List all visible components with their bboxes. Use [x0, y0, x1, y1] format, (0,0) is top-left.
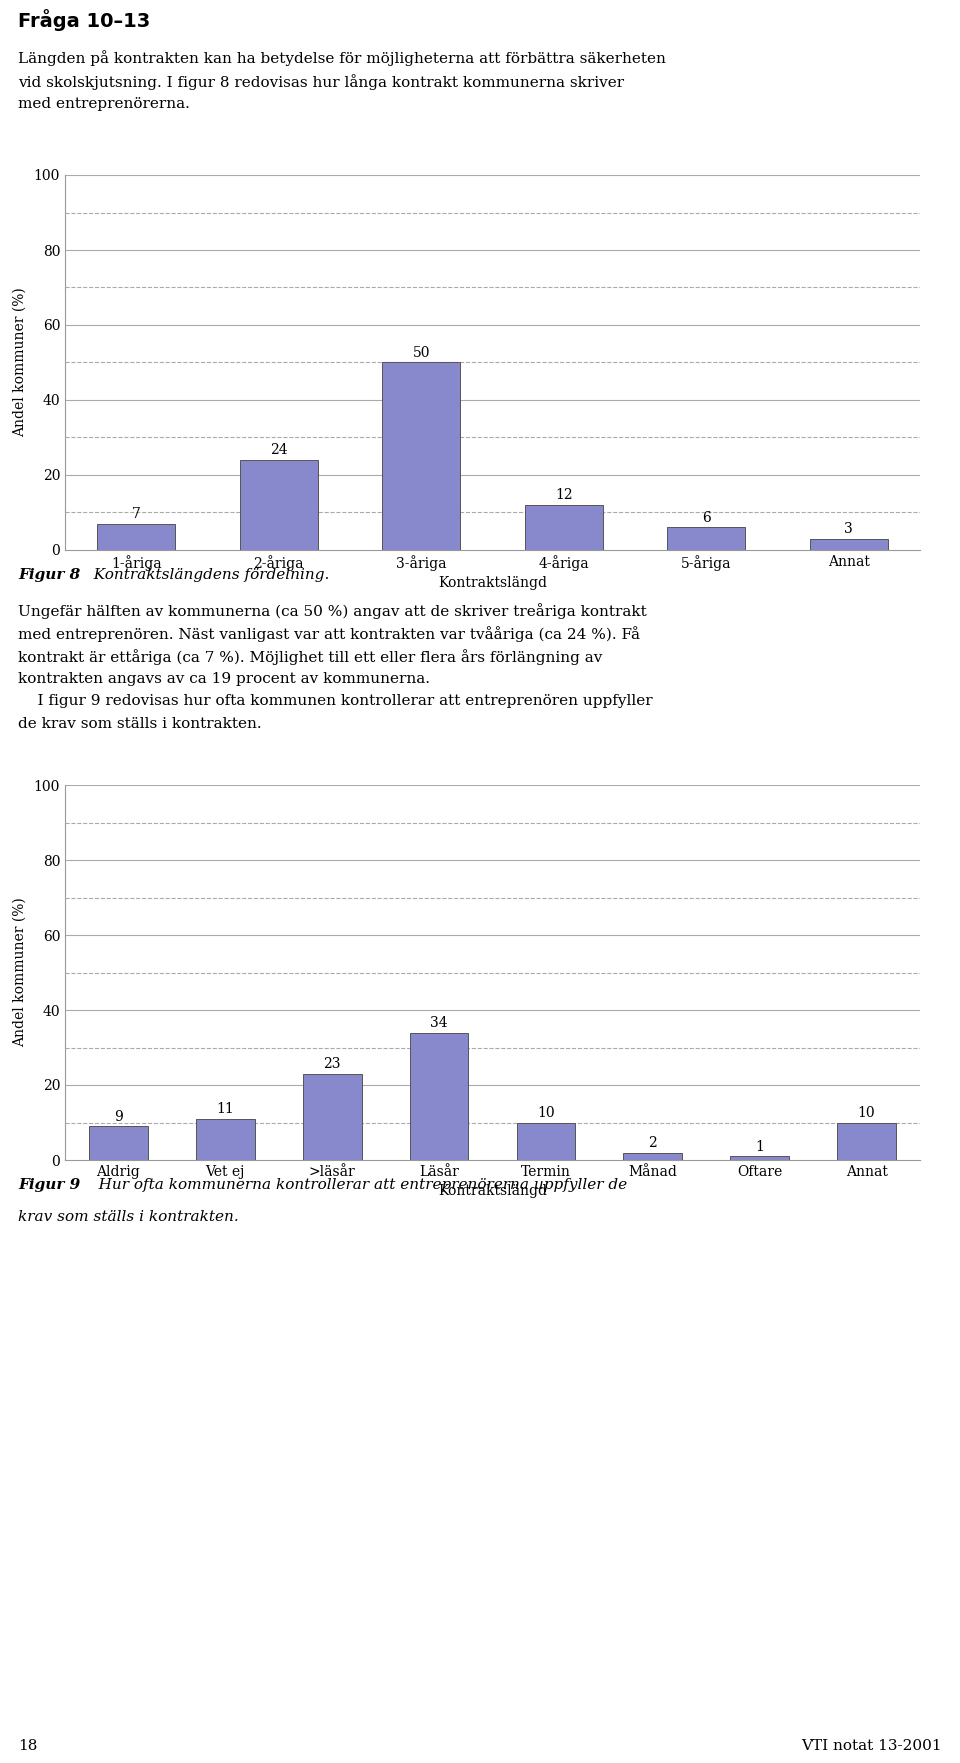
Bar	[240, 460, 318, 550]
Bar	[623, 1153, 683, 1160]
X-axis label: Kontraktslängd: Kontraktslängd	[438, 1185, 547, 1199]
Text: Längden på kontrakten kan ha betydelse för möjligheterna att förbättra säkerhete: Längden på kontrakten kan ha betydelse f…	[18, 49, 666, 65]
Text: 3: 3	[845, 522, 853, 536]
Text: 50: 50	[413, 346, 430, 360]
Text: Ungefär hälften av kommunerna (ca 50 %) angav att de skriver treåriga kontrakt: Ungefär hälften av kommunerna (ca 50 %) …	[18, 603, 647, 619]
Text: 2: 2	[648, 1135, 658, 1149]
Text: 11: 11	[216, 1102, 234, 1116]
Text: I figur 9 redovisas hur ofta kommunen kontrollerar att entreprenören uppfyller: I figur 9 redovisas hur ofta kommunen ko…	[18, 695, 653, 709]
Bar	[516, 1123, 575, 1160]
Text: 10: 10	[538, 1105, 555, 1120]
Text: 10: 10	[857, 1105, 876, 1120]
Text: Figur 8: Figur 8	[18, 568, 81, 582]
Text: 12: 12	[555, 488, 572, 502]
Text: de krav som ställs i kontrakten.: de krav som ställs i kontrakten.	[18, 718, 262, 732]
Bar	[667, 527, 745, 550]
Text: 24: 24	[270, 443, 288, 457]
Text: 9: 9	[114, 1109, 123, 1123]
Bar	[302, 1074, 362, 1160]
Bar	[524, 504, 603, 550]
Text: med entreprenörerna.: med entreprenörerna.	[18, 97, 190, 111]
Text: krav som ställs i kontrakten.: krav som ställs i kontrakten.	[18, 1209, 239, 1224]
Text: 1: 1	[756, 1139, 764, 1153]
Text: 7: 7	[132, 508, 141, 522]
Text: kontrakten angavs av ca 19 procent av kommunerna.: kontrakten angavs av ca 19 procent av ko…	[18, 672, 430, 686]
Text: Fråga 10–13: Fråga 10–13	[18, 9, 151, 32]
Text: Hur ofta kommunerna kontrollerar att entreprenörerna uppfyller de: Hur ofta kommunerna kontrollerar att ent…	[84, 1178, 627, 1192]
Text: 23: 23	[324, 1058, 341, 1072]
Bar	[89, 1127, 148, 1160]
Text: 18: 18	[18, 1738, 37, 1752]
Bar	[97, 524, 176, 550]
Y-axis label: Andel kommuner (%): Andel kommuner (%)	[12, 897, 27, 1047]
Text: med entreprenören. Näst vanligast var att kontrakten var tvååriga (ca 24 %). Få: med entreprenören. Näst vanligast var at…	[18, 626, 640, 642]
Bar	[382, 363, 461, 550]
Text: vid skolskjutsning. I figur 8 redovisas hur långa kontrakt kommunerna skriver: vid skolskjutsning. I figur 8 redovisas …	[18, 74, 624, 90]
Text: Figur 9: Figur 9	[18, 1178, 81, 1192]
Bar	[731, 1157, 789, 1160]
Bar	[410, 1033, 468, 1160]
X-axis label: Kontraktslängd: Kontraktslängd	[438, 577, 547, 591]
Y-axis label: Andel kommuner (%): Andel kommuner (%)	[12, 287, 27, 437]
Bar	[837, 1123, 896, 1160]
Bar	[809, 539, 888, 550]
Text: kontrakt är ettåriga (ca 7 %). Möjlighet till ett eller flera års förlängning av: kontrakt är ettåriga (ca 7 %). Möjlighet…	[18, 649, 602, 665]
Text: 34: 34	[430, 1015, 448, 1030]
Text: VTI notat 13-2001: VTI notat 13-2001	[802, 1738, 942, 1752]
Text: 6: 6	[702, 511, 710, 525]
Bar	[196, 1120, 254, 1160]
Text: Kontraktslängdens fördelning.: Kontraktslängdens fördelning.	[84, 568, 329, 582]
